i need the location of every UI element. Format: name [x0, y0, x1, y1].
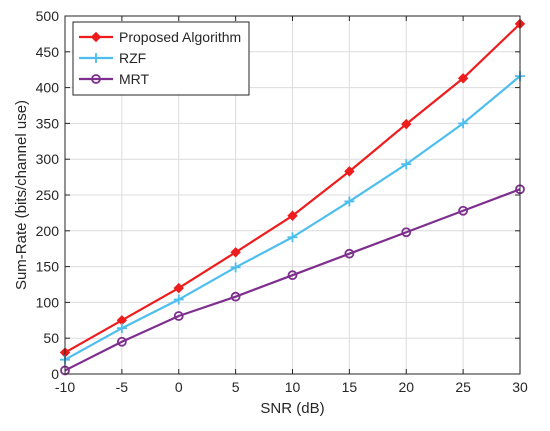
data-point-proposed-algorithm [344, 166, 355, 177]
data-point-mrt [344, 248, 355, 259]
data-point-mrt [116, 336, 127, 347]
data-point-mrt [401, 227, 412, 238]
y-tick-label: 50 [43, 330, 59, 346]
y-tick-label: 300 [36, 151, 60, 167]
data-point-rzf [287, 232, 298, 243]
y-tick-label: 400 [36, 80, 60, 96]
x-tick-label: 10 [285, 379, 301, 395]
x-tick-label: -5 [116, 379, 129, 395]
y-tick-label: 200 [36, 223, 60, 239]
y-tick-label: 250 [36, 187, 60, 203]
data-point-rzf [173, 294, 184, 305]
y-tick-label: 450 [36, 44, 60, 60]
data-point-proposed-algorithm [401, 118, 412, 130]
data-point-rzf [230, 262, 241, 273]
y-tick-label: 100 [36, 294, 60, 310]
x-tick-label: 0 [175, 379, 183, 395]
x-tick-label: 20 [398, 379, 414, 395]
legend-marker-proposed-algorithm [90, 31, 102, 43]
x-tick-label: 30 [512, 379, 528, 395]
series-layer [59, 18, 526, 376]
legend-label-rzf: RZF [119, 50, 146, 66]
x-tick-label: -10 [55, 379, 75, 395]
data-point-proposed-algorithm [230, 247, 241, 258]
data-point-rzf [344, 196, 355, 207]
data-point-mrt [287, 270, 298, 281]
y-axis-title: Sum-Rate (bits/channel use) [13, 100, 30, 290]
axis-ticks: -10 -5 0 5 10 15 20 25 3005010015020025030035040… [36, 8, 528, 395]
series-line-mrt [64, 188, 521, 372]
data-point-proposed-algorithm [173, 282, 184, 294]
series-proposed-algorithm [59, 18, 526, 358]
y-tick-label: 350 [36, 115, 60, 131]
series-mrt [60, 184, 525, 376]
data-point-mrt [230, 291, 241, 302]
data-point-mrt [173, 311, 184, 321]
data-point-proposed-algorithm [287, 210, 298, 221]
data-point-proposed-algorithm [457, 73, 469, 84]
data-point-mrt [458, 205, 469, 216]
x-tick-label: 25 [455, 379, 471, 395]
y-tick-label: 500 [36, 8, 60, 24]
legend-marker-mrt [91, 74, 101, 84]
data-point-rzf [401, 159, 412, 170]
legend-marker-rzf [91, 53, 101, 63]
y-tick-label: 0 [51, 366, 59, 382]
legend-label-mrt: MRT [119, 71, 150, 87]
x-tick-label: 15 [342, 379, 358, 395]
x-tick-label: 5 [232, 379, 240, 395]
data-point-rzf [458, 118, 469, 129]
legend: Proposed Algorithm RZF MRT [72, 21, 250, 96]
y-tick-label: 150 [36, 259, 60, 275]
legend-label-proposed-algorithm: Proposed Algorithm [119, 29, 241, 45]
x-axis-title: SNR (dB) [260, 400, 324, 417]
data-point-rzf [116, 323, 127, 334]
